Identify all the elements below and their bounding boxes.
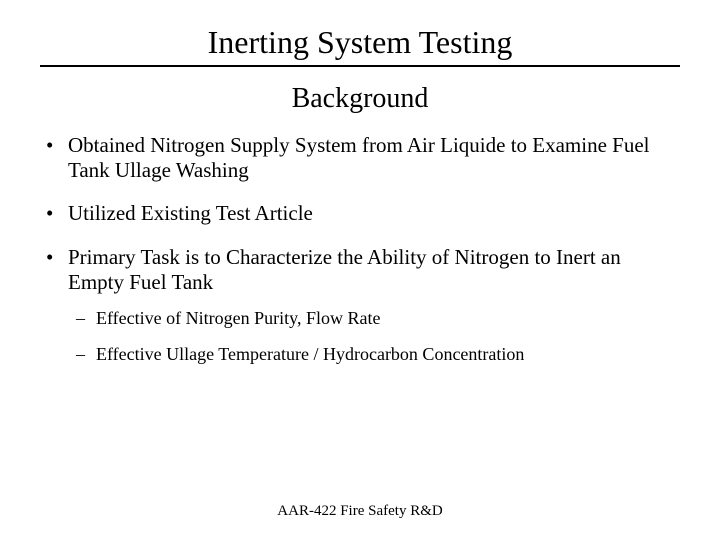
sub-bullet-list: Effective of Nitrogen Purity, Flow Rate … (68, 307, 680, 366)
sub-bullet-text: Effective Ullage Temperature / Hydrocarb… (96, 344, 524, 364)
slide-title: Inerting System Testing (40, 24, 680, 61)
bullet-item: Utilized Existing Test Article (40, 201, 680, 226)
sub-bullet-text: Effective of Nitrogen Purity, Flow Rate (96, 308, 380, 328)
sub-bullet-item: Effective of Nitrogen Purity, Flow Rate (68, 307, 680, 330)
bullet-item: Primary Task is to Characterize the Abil… (40, 245, 680, 366)
bullet-text: Primary Task is to Characterize the Abil… (68, 245, 621, 294)
bullet-text: Obtained Nitrogen Supply System from Air… (68, 133, 650, 182)
bullet-text: Utilized Existing Test Article (68, 201, 313, 225)
bullet-item: Obtained Nitrogen Supply System from Air… (40, 133, 680, 183)
slide: Inerting System Testing Background Obtai… (0, 0, 720, 540)
slide-footer: AAR-422 Fire Safety R&D (0, 503, 720, 520)
bullet-list: Obtained Nitrogen Supply System from Air… (40, 133, 680, 366)
title-rule (40, 65, 680, 67)
slide-subtitle: Background (40, 83, 680, 115)
sub-bullet-item: Effective Ullage Temperature / Hydrocarb… (68, 343, 680, 366)
